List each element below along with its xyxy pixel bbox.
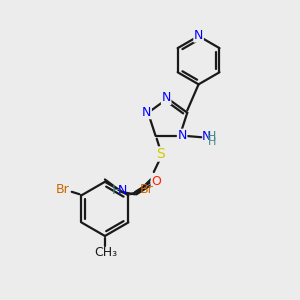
Text: O: O — [151, 175, 161, 188]
Text: Br: Br — [56, 183, 70, 196]
Text: N: N — [177, 129, 187, 142]
Text: N: N — [117, 184, 127, 197]
Text: N: N — [161, 92, 171, 104]
Text: CH₃: CH₃ — [94, 246, 118, 259]
Text: N: N — [202, 130, 211, 142]
Text: N: N — [142, 106, 151, 118]
Text: N: N — [194, 29, 203, 42]
Text: Br: Br — [140, 183, 154, 196]
Text: S: S — [157, 147, 165, 161]
Text: H: H — [112, 184, 122, 197]
Text: H: H — [207, 130, 217, 142]
Text: H: H — [208, 136, 216, 147]
